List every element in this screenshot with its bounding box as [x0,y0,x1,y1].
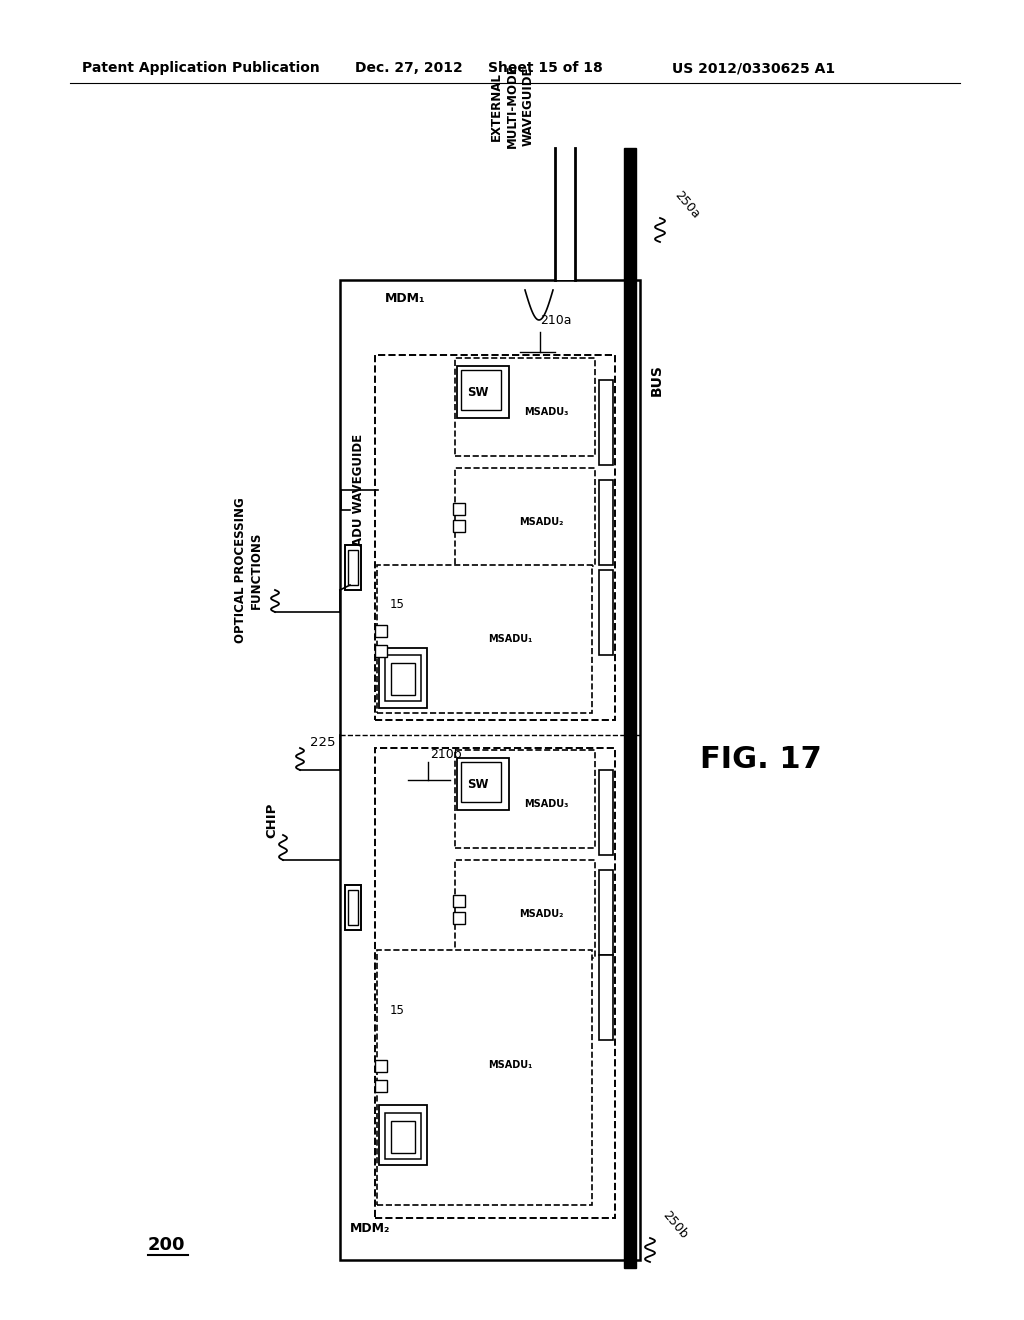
Bar [379,648,427,708]
Text: 210b: 210b [430,747,462,760]
Text: EXTERNAL
MULTI-MODE
WAVEGUIDE: EXTERNAL MULTI-MODE WAVEGUIDE [489,65,535,148]
Text: 250a: 250a [672,189,702,222]
Bar [599,954,613,1040]
Bar [348,890,358,925]
Bar [455,358,595,455]
Bar [461,762,501,803]
Bar [455,469,595,566]
Bar [453,895,465,907]
Text: MDM₂: MDM₂ [350,1221,390,1234]
Text: MSADU₁: MSADU₁ [488,1060,532,1069]
Text: 250b: 250b [660,1209,690,1241]
Bar [385,1113,421,1159]
Text: US 2012/0330625 A1: US 2012/0330625 A1 [672,61,836,75]
Text: FIG. 17: FIG. 17 [700,746,821,775]
Bar [455,750,595,847]
Text: ADU WAVEGUIDE: ADU WAVEGUIDE [352,434,365,546]
Bar [457,758,509,810]
Bar [457,366,509,418]
Bar [453,503,465,515]
Bar [340,280,640,1261]
Bar [599,480,613,565]
Bar [599,380,613,465]
Bar [375,624,387,638]
Bar [375,748,615,1218]
Bar [377,950,592,1205]
Text: MDM₁: MDM₁ [385,292,426,305]
Bar [391,1121,415,1152]
Text: OPTICAL PROCESSING
FUNCTIONS: OPTICAL PROCESSING FUNCTIONS [233,498,262,643]
Bar [455,861,595,958]
Bar [375,645,387,657]
Text: SW: SW [467,777,488,791]
Bar [379,1105,427,1166]
Text: Dec. 27, 2012: Dec. 27, 2012 [355,61,463,75]
Text: 15: 15 [389,1003,404,1016]
Bar [624,148,636,1269]
Text: Patent Application Publication: Patent Application Publication [82,61,319,75]
Text: SW: SW [467,385,488,399]
Bar [375,1060,387,1072]
Bar [345,545,361,590]
Text: MSADU₂: MSADU₂ [519,909,564,919]
Bar [345,884,361,931]
Text: MSADU₁: MSADU₁ [488,634,532,644]
Bar [599,770,613,855]
Text: MSADU₃: MSADU₃ [524,799,568,809]
Bar [599,570,613,655]
Bar [453,912,465,924]
Bar [453,520,465,532]
Bar [375,1080,387,1092]
Bar [555,148,575,280]
Text: MSADU₃: MSADU₃ [524,407,568,417]
Bar [385,655,421,701]
Text: 210a: 210a [540,314,571,326]
Text: CHIP: CHIP [265,803,279,838]
Text: 200: 200 [148,1236,185,1254]
Bar [348,550,358,585]
Text: 15: 15 [389,598,404,611]
Bar [375,355,615,719]
Text: BUS: BUS [650,364,664,396]
Bar [391,663,415,696]
Bar [461,370,501,411]
Bar [599,870,613,954]
Text: 225: 225 [310,737,336,750]
Bar [377,565,592,713]
Text: Sheet 15 of 18: Sheet 15 of 18 [488,61,603,75]
Text: MSADU₂: MSADU₂ [519,517,564,527]
